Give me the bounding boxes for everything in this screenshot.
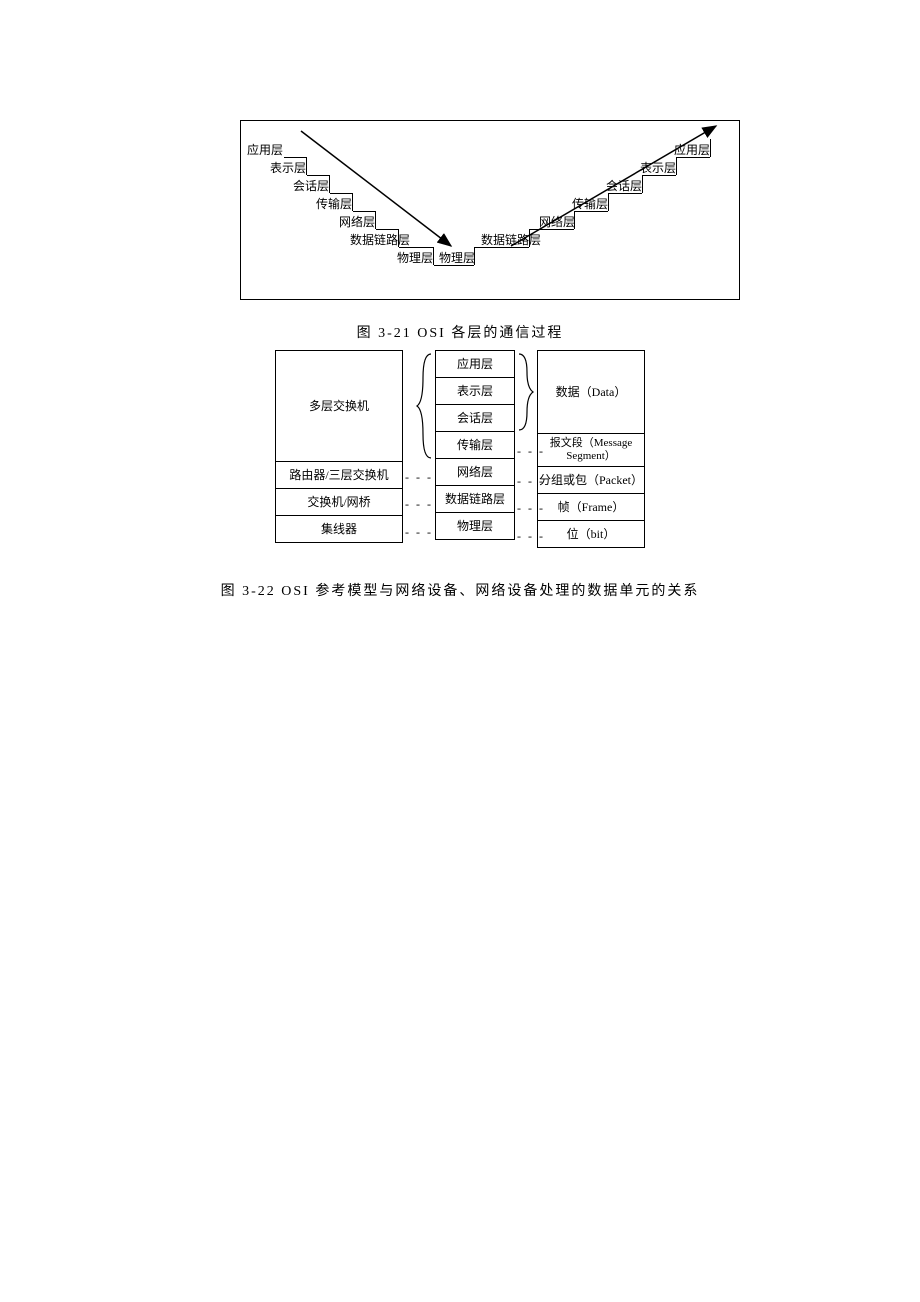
device-multilayer: 多层交换机 bbox=[275, 350, 403, 462]
right-layer-3: 传输层 bbox=[572, 195, 608, 212]
unit-data: 数据（Data） bbox=[537, 350, 645, 434]
left-layer-2: 会话层 bbox=[293, 177, 329, 194]
layer-3: 传输层 bbox=[435, 431, 515, 459]
layer-5: 数据链路层 bbox=[435, 485, 515, 513]
right-layer-6: 物理层 bbox=[439, 249, 475, 266]
left-layer-6: 物理层 bbox=[397, 249, 433, 266]
right-layer-1: 表示层 bbox=[640, 159, 676, 176]
layer-6: 物理层 bbox=[435, 512, 515, 540]
caption-3-21: 图 3-21 OSI 各层的通信过程 bbox=[0, 322, 920, 342]
right-layer-4: 网络层 bbox=[539, 213, 575, 230]
layer-2: 会话层 bbox=[435, 404, 515, 432]
dash-l-1: - - - bbox=[405, 497, 433, 512]
unit-packet: 分组或包（Packet） bbox=[537, 466, 645, 494]
unit-bit: 位（bit） bbox=[537, 520, 645, 548]
devices-column: 多层交换机 路由器/三层交换机 交换机/网桥 集线器 bbox=[275, 350, 403, 543]
device-switch: 交换机/网桥 bbox=[275, 488, 403, 516]
layer-4: 网络层 bbox=[435, 458, 515, 486]
unit-frame: 帧（Frame） bbox=[537, 493, 645, 521]
caption-3-22: 图 3-22 OSI 参考模型与网络设备、网络设备处理的数据单元的关系 bbox=[0, 580, 920, 600]
units-column: 数据（Data） 报文段（Message Segment） 分组或包（Packe… bbox=[537, 350, 645, 548]
left-layer-5: 数据链路层 bbox=[350, 231, 410, 248]
dash-l-2: - - - bbox=[405, 525, 433, 540]
device-router: 路由器/三层交换机 bbox=[275, 461, 403, 489]
dash-r-2: - - - bbox=[517, 501, 545, 516]
dash-r-1: - - - bbox=[517, 474, 545, 489]
left-layer-1: 表示层 bbox=[270, 159, 306, 176]
left-layer-0: 应用层 bbox=[247, 141, 283, 158]
layer-0: 应用层 bbox=[435, 350, 515, 378]
dash-r-3: - - - bbox=[517, 529, 545, 544]
osi-mapping-diagram: 多层交换机 路由器/三层交换机 交换机/网桥 集线器 应用层 表示层 会话层 传… bbox=[275, 350, 645, 560]
right-layer-2: 会话层 bbox=[606, 177, 642, 194]
osi-v-diagram: 应用层 表示层 会话层 传输层 网络层 数据链路层 物理层 物理层 数据链路层 … bbox=[240, 120, 740, 300]
left-layer-4: 网络层 bbox=[339, 213, 375, 230]
left-layer-3: 传输层 bbox=[316, 195, 352, 212]
device-hub: 集线器 bbox=[275, 515, 403, 543]
right-brace bbox=[515, 350, 537, 434]
dash-l-0: - - - bbox=[405, 470, 433, 485]
layer-1: 表示层 bbox=[435, 377, 515, 405]
layers-column: 应用层 表示层 会话层 传输层 网络层 数据链路层 物理层 bbox=[435, 350, 515, 540]
left-brace bbox=[413, 350, 435, 462]
right-layer-0: 应用层 bbox=[674, 141, 710, 158]
dash-r-0: - - - bbox=[517, 444, 545, 459]
unit-segment: 报文段（Message Segment） bbox=[537, 433, 645, 467]
